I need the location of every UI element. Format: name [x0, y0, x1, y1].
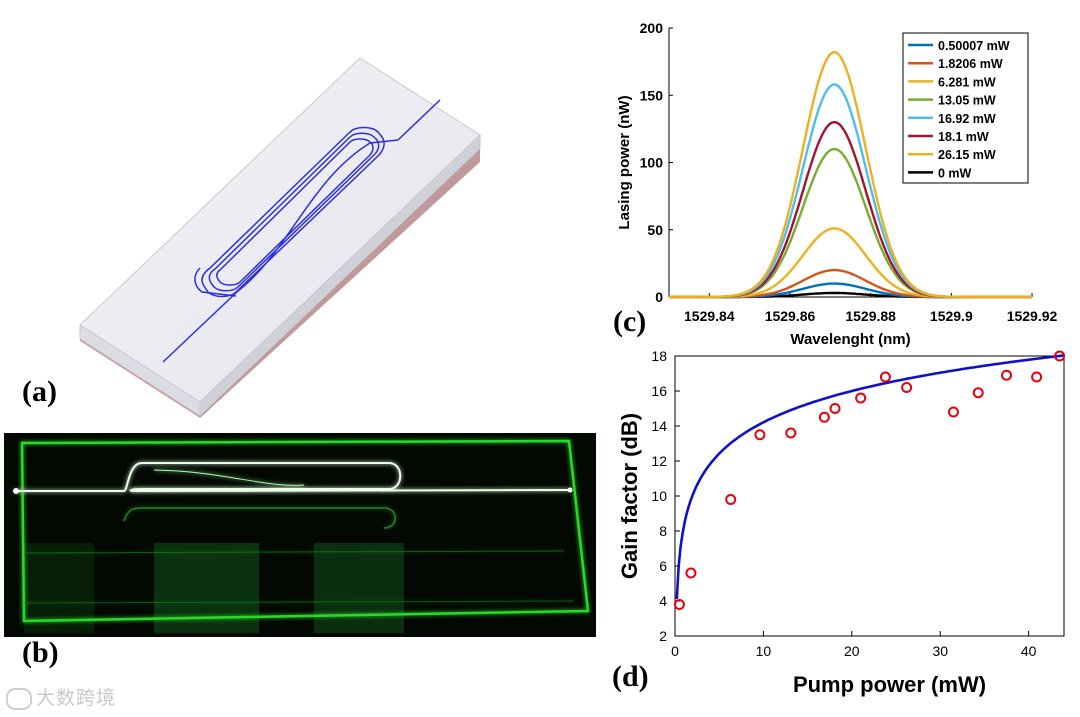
c-legend-label: 6.281 mW: [938, 75, 996, 89]
c-legend-label: 0.50007 mW: [938, 39, 1010, 53]
c-legend-label: 0 mW: [938, 166, 972, 180]
chip-substrate-side: [80, 339, 200, 418]
d-y-tick-label: 16: [651, 383, 667, 399]
photo-glow-lines: [14, 439, 590, 623]
c-y-tick-label: 0: [655, 289, 663, 305]
c-x-tick-label: 1529.84: [684, 308, 735, 324]
c-x-tick-label: 1529.92: [1007, 308, 1058, 324]
chip-top-face: [79, 57, 481, 403]
d-data-point: [685, 567, 697, 579]
c-series-line: [669, 83, 1032, 299]
d-y-tick-label: 8: [659, 523, 667, 539]
c-series-line: [669, 282, 1032, 299]
c-series-line: [669, 121, 1032, 299]
d-data-point: [901, 382, 913, 393]
d-x-tick-label: 10: [756, 643, 772, 659]
d-x-tick-label: 20: [844, 643, 860, 659]
chip-substrate-right: [200, 149, 480, 418]
d-y-tick-label: 14: [651, 418, 667, 434]
c-y-tick-label: 50: [647, 222, 663, 238]
d-plot-frame: [674, 355, 1065, 637]
d-data-point: [1001, 369, 1013, 381]
panel-label-a: (a): [22, 375, 57, 408]
d-data-point: [785, 427, 797, 439]
c-series-line: [669, 268, 1032, 299]
waveguide: [162, 99, 441, 363]
d-y-tick-label: 2: [659, 628, 667, 644]
chip-photo: [4, 433, 596, 637]
d-data-point: [1031, 371, 1043, 383]
d-data-point: [725, 494, 737, 505]
d-x-axis-label: Pump power (mW): [793, 672, 986, 697]
c-legend-label: 18.1 mW: [938, 130, 989, 144]
photo-patch-3: [24, 543, 94, 633]
c-legend-label: 1.8206 mW: [938, 57, 1003, 71]
d-data-point: [1054, 350, 1066, 362]
watermark-text: 大数跨境: [36, 688, 117, 709]
d-y-tick-label: 4: [659, 593, 667, 609]
d-data-point: [972, 387, 984, 399]
c-legend-label: 16.92 mW: [938, 112, 996, 126]
photo-input-spot: [13, 488, 19, 494]
d-data-point: [673, 599, 685, 610]
c-legend-label: 13.05 mW: [938, 94, 996, 108]
d-y-axis-label: Gain factor (dB): [617, 413, 642, 579]
panel-label-c: (c): [613, 305, 647, 338]
d-fit-curve: [675, 354, 1065, 599]
panel-label-d: (d): [612, 660, 649, 693]
d-data-point: [754, 429, 766, 441]
c-y-tick-label: 100: [640, 155, 664, 171]
c-series-line: [669, 147, 1032, 299]
c-x-axis-label: Wavelenght (nm): [790, 331, 910, 348]
c-series-line: [669, 227, 1032, 299]
c-y-tick-label: 200: [640, 20, 664, 36]
c-y-axis-label: Lasing power (nW): [616, 95, 633, 229]
d-y-tick-label: 10: [651, 488, 667, 504]
panel-label-b: (b): [22, 636, 59, 669]
d-y-tick-label: 18: [651, 348, 667, 364]
watermark-logo-icon: [6, 687, 32, 710]
c-series-line: [669, 50, 1032, 299]
d-data-point: [855, 392, 867, 404]
c-y-tick-label: 150: [640, 87, 664, 103]
d-y-tick-label: 6: [659, 558, 667, 574]
photo-patch-2: [314, 543, 404, 633]
d-x-tick-label: 30: [932, 643, 948, 659]
c-x-tick-label: 1529.86: [765, 308, 816, 324]
d-x-tick-label: 40: [1021, 643, 1037, 659]
d-data-point: [818, 411, 830, 423]
d-data-point: [879, 371, 891, 383]
c-series-line: [669, 291, 1032, 299]
watermark: 大数跨境: [6, 683, 116, 710]
c-x-tick-label: 1529.88: [845, 308, 896, 324]
c-x-tick-label: 1529.9: [930, 308, 973, 324]
c-legend-label: 26.15 mW: [938, 148, 996, 162]
d-x-tick-label: 0: [671, 643, 679, 659]
d-data-point: [829, 403, 841, 414]
d-data-point: [947, 406, 959, 418]
c-legend-box: [902, 32, 1029, 184]
photo-output-spot: [567, 487, 573, 493]
d-y-tick-label: 12: [651, 453, 667, 469]
chip-schematic: [79, 57, 481, 418]
